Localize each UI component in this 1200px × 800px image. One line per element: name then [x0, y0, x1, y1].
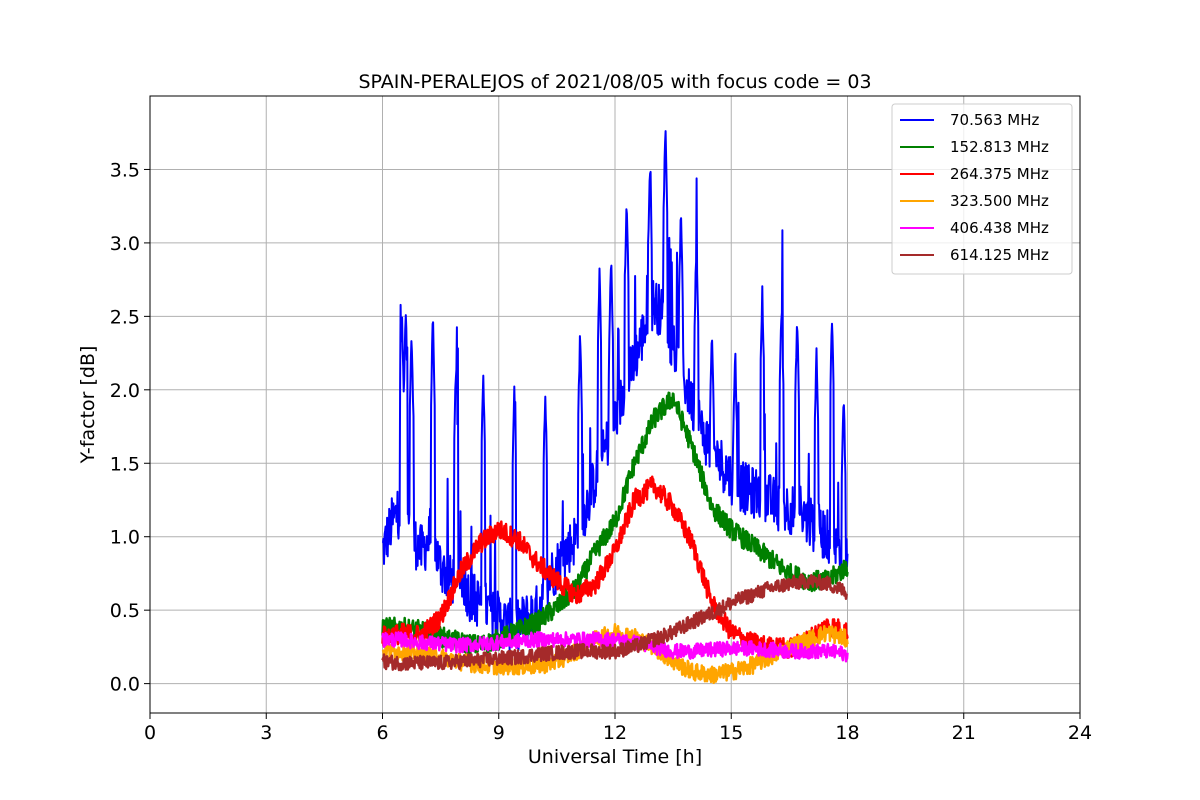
y-tick-label: 3.0: [110, 233, 140, 255]
x-tick-label: 3: [260, 722, 272, 744]
y-axis-label: Y-factor [dB]: [77, 346, 99, 465]
series-line-5: [381, 631, 849, 663]
legend-label: 152.813 MHz: [950, 138, 1049, 156]
x-tick-label: 6: [376, 722, 388, 744]
legend-label: 406.438 MHz: [950, 219, 1049, 237]
y-tick-label: 0.5: [110, 600, 140, 622]
x-tick-label: 12: [603, 722, 627, 744]
x-tick-label: 0: [144, 722, 156, 744]
series-line-1: [381, 130, 849, 652]
x-tick-label: 9: [493, 722, 505, 744]
x-tick-label: 15: [719, 722, 743, 744]
legend-label: 614.125 MHz: [950, 246, 1049, 264]
chart-title: SPAIN-PERALEJOS of 2021/08/05 with focus…: [358, 71, 871, 93]
x-tick-label: 18: [835, 722, 859, 744]
y-tick-label: 1.5: [110, 453, 140, 475]
legend: 70.563 MHz 152.813 MHz 264.375 MHz 323.500 …: [891, 103, 1073, 275]
y-tick-label: 2.0: [110, 380, 140, 402]
y-tick-label: 0.0: [110, 674, 140, 696]
y-tick-label: 2.5: [110, 306, 140, 328]
axis-ticks: 0 3 6 9 12 15 18 21 24 0.0 0.5 1.0 1.5 2.0 2.5 3.0 3.5: [110, 159, 1092, 744]
y-tick-label: 3.5: [110, 159, 140, 181]
legend-label: 70.563 MHz: [950, 111, 1039, 129]
legend-box: [891, 103, 1073, 275]
y-tick-label: 1.0: [110, 527, 140, 549]
x-axis-label: Universal Time [h]: [528, 746, 702, 768]
series-line-6: [381, 573, 849, 672]
x-tick-label: 21: [952, 722, 976, 744]
legend-label: 264.375 MHz: [950, 165, 1049, 183]
series-layer: [381, 130, 849, 685]
x-tick-label: 24: [1068, 722, 1092, 744]
legend-label: 323.500 MHz: [950, 192, 1049, 210]
